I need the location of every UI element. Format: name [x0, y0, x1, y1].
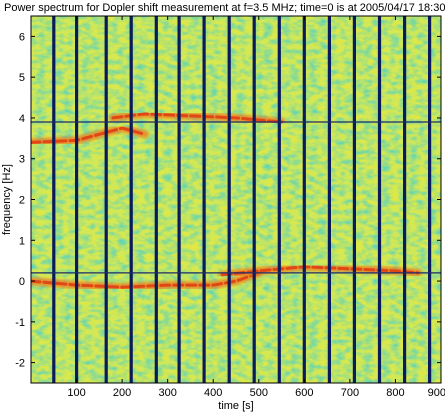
y-tick-label: 3: [19, 154, 25, 166]
x-axis: 100 200 300 400 500 600 700 800 900: [67, 16, 445, 399]
dark-bar: [227, 16, 231, 383]
x-tick-label: 400: [204, 387, 222, 399]
y-axis-label: frequency [Hz]: [1, 164, 13, 235]
dark-bar: [327, 16, 331, 383]
x-tick-label: 900: [428, 387, 445, 399]
spectrum-cyan-noise: [31, 16, 441, 383]
dark-bar: [428, 16, 432, 383]
chart-title: Power spectrum for Dopler shift measurem…: [4, 2, 445, 14]
dark-bar: [75, 16, 79, 383]
dark-bar: [403, 16, 407, 383]
plot-area: [31, 16, 441, 383]
y-tick-label: 1: [19, 235, 25, 247]
x-tick-label: 600: [295, 387, 313, 399]
echo-trace: [111, 112, 284, 124]
y-axis: -2 -1 0 1 2 3 4 5 6: [15, 31, 441, 370]
y-tick-label: 2: [19, 195, 25, 207]
y-tick-label: 5: [19, 72, 25, 84]
dark-bar: [302, 16, 306, 383]
x-tick-label: 700: [341, 387, 359, 399]
y-tick-label: 6: [19, 31, 25, 43]
x-tick-label: 800: [386, 387, 404, 399]
x-tick-label: 300: [158, 387, 176, 399]
dark-bar: [377, 16, 382, 383]
y-tick-label: -1: [15, 317, 25, 329]
y-tick-label: 0: [19, 276, 25, 288]
x-tick-label: 100: [67, 387, 85, 399]
x-tick-label: 200: [113, 387, 131, 399]
y-tick-label: 4: [19, 113, 25, 125]
dark-bar: [277, 16, 281, 383]
dark-bar: [202, 16, 206, 383]
dark-bars: [52, 16, 432, 383]
x-tick-label: 500: [250, 387, 268, 399]
dark-bar: [154, 16, 158, 383]
dark-bar: [352, 16, 356, 383]
dark-bar: [104, 16, 108, 383]
y-tick-label: -2: [15, 358, 25, 370]
reference-lines: [31, 121, 441, 274]
dark-bar: [129, 16, 133, 383]
dark-bar: [52, 16, 56, 383]
x-axis-label: time [s]: [218, 400, 253, 412]
dark-bar: [177, 16, 181, 383]
dark-bar: [252, 16, 256, 383]
